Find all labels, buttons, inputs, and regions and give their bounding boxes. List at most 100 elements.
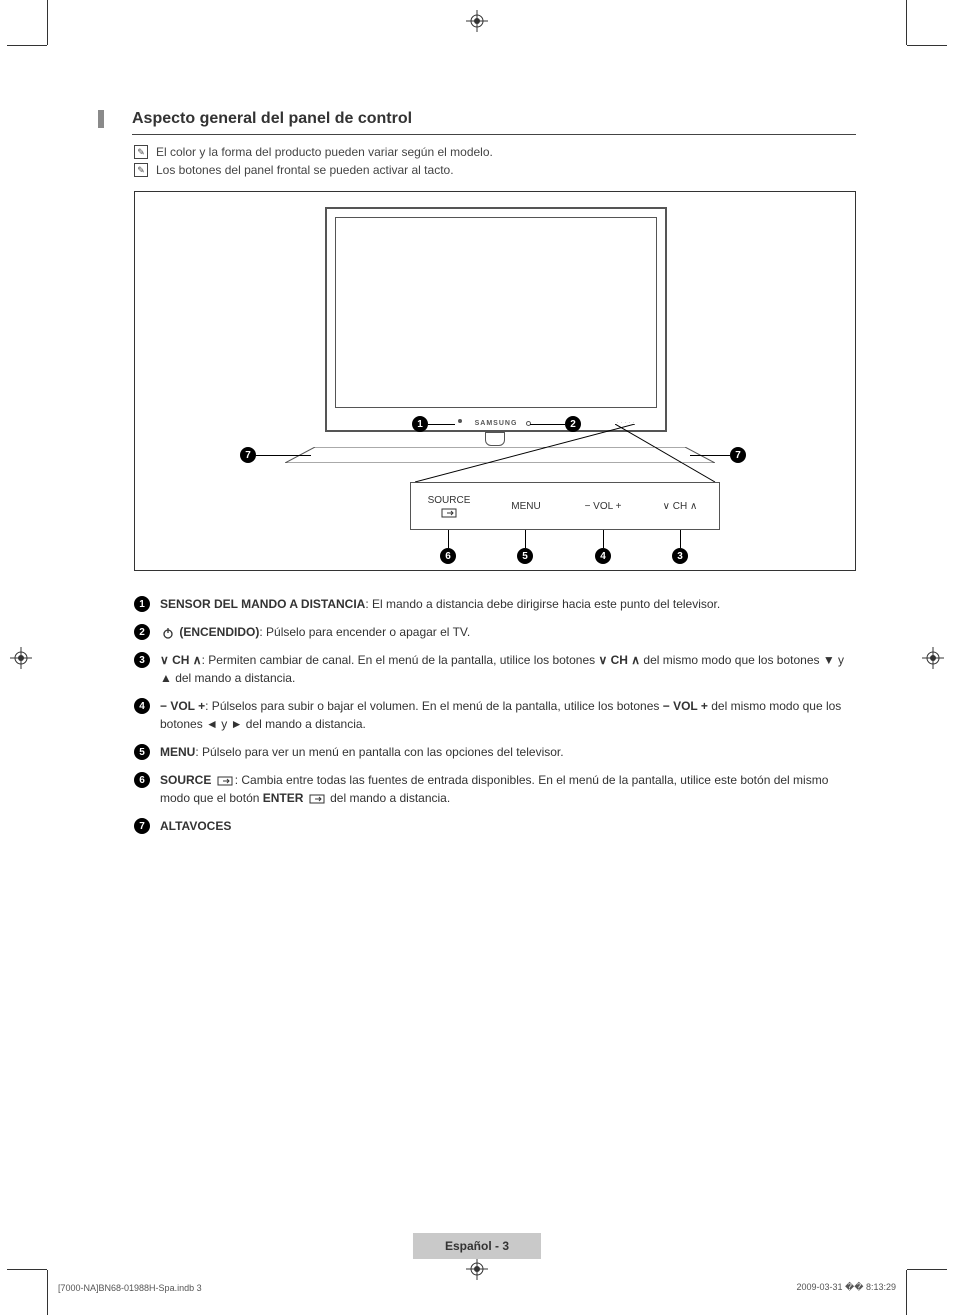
crop-mark — [906, 0, 907, 45]
list-text: SENSOR DEL MANDO A DISTANCIA: El mando a… — [160, 595, 856, 613]
list-item: 5 MENU: Púlselo para ver un menú en pant… — [134, 743, 856, 761]
registration-mark-icon — [10, 647, 32, 669]
vol-minus-icon: − — [160, 699, 170, 713]
crop-mark — [7, 1269, 47, 1270]
ch-label: CH — [611, 653, 628, 667]
ch-down-icon: ∨ — [160, 653, 172, 667]
list-text: SOURCE : Cambia entre todas las fuentes … — [160, 771, 856, 807]
list-badge: 3 — [134, 652, 150, 668]
vol-label: VOL — [170, 699, 194, 713]
crop-mark — [47, 1270, 48, 1315]
section-heading-row: Aspecto general del panel de control — [98, 110, 856, 128]
note-item: ✎ El color y la forma del producto puede… — [134, 145, 856, 159]
vol-plus-icon: + — [698, 699, 708, 713]
registration-mark-icon — [466, 1258, 488, 1280]
list-rest2: del mando a distancia. — [327, 791, 450, 805]
note-item: ✎ Los botones del panel frontal se puede… — [134, 163, 856, 177]
note-icon: ✎ — [134, 163, 148, 177]
crop-mark — [907, 45, 947, 46]
power-icon — [162, 627, 174, 639]
list-text: ∨ CH ∧: Permiten cambiar de canal. En el… — [160, 651, 856, 687]
page-footer-right: 2009-03-31 �� 8:13:29 — [796, 1282, 896, 1293]
tv-frame: SAMSUNG · · · · · — [325, 207, 667, 432]
list-item: 2 (ENCENDIDO): Púlselo para encender o a… — [134, 623, 856, 641]
enter-icon — [217, 776, 233, 786]
list-bold: (ENCENDIDO) — [179, 625, 259, 639]
list-badge: 5 — [134, 744, 150, 760]
list-bold: ALTAVOCES — [160, 819, 231, 833]
callout-badge-3: 3 — [672, 548, 688, 564]
divider — [132, 134, 856, 135]
list-item: 4 − VOL +: Púlselos para subir o bajar e… — [134, 697, 856, 733]
list-text: ALTAVOCES — [160, 817, 856, 835]
list-badge: 7 — [134, 818, 150, 834]
page-content: Aspecto general del panel de control ✎ E… — [98, 110, 856, 845]
leader-line — [448, 530, 449, 548]
enter-label: ENTER — [263, 791, 304, 805]
remote-sensor-dot — [458, 419, 462, 423]
vol-button-label: − VOL + — [565, 483, 642, 529]
callout-badge-6: 6 — [440, 548, 456, 564]
vol-label: VOL — [673, 699, 697, 713]
bottom-button-panel: SOURCE MENU − VOL + ∨ CH ∧ — [410, 482, 720, 530]
enter-icon — [441, 508, 457, 518]
btn-text: ∨ CH ∧ — [663, 501, 698, 512]
list-bold: SOURCE — [160, 773, 211, 787]
source-button-label: SOURCE — [411, 483, 488, 529]
ch-up-icon: ∧ — [628, 653, 640, 667]
callout-badge-7: 7 — [240, 447, 256, 463]
leader-line — [680, 530, 681, 548]
vol-plus-icon: + — [195, 699, 205, 713]
callout-badge-4: 4 — [595, 548, 611, 564]
note-icon: ✎ — [134, 145, 148, 159]
btn-text: MENU — [511, 501, 540, 512]
note-text: El color y la forma del producto pueden … — [156, 145, 493, 159]
list-rest: : El mando a distancia debe dirigirse ha… — [365, 597, 720, 611]
crop-mark — [907, 1269, 947, 1270]
tv-screen — [335, 217, 657, 408]
list-item: 1 SENSOR DEL MANDO A DISTANCIA: El mando… — [134, 595, 856, 613]
ch-up-icon: ∧ — [189, 653, 201, 667]
list-bold: SENSOR DEL MANDO A DISTANCIA — [160, 597, 365, 611]
btn-text: − VOL + — [585, 501, 622, 512]
list-item: 7 ALTAVOCES — [134, 817, 856, 835]
list-item: 6 SOURCE : Cambia entre todas las fuente… — [134, 771, 856, 807]
list-text: − VOL +: Púlselos para subir o bajar el … — [160, 697, 856, 733]
enter-icon — [309, 794, 325, 804]
list-rest: : Permiten cambiar de canal. En el menú … — [202, 653, 599, 667]
list-text: MENU: Púlselo para ver un menú en pantal… — [160, 743, 856, 761]
list-item: 3 ∨ CH ∧: Permiten cambiar de canal. En … — [134, 651, 856, 687]
list-badge: 4 — [134, 698, 150, 714]
list-bold: MENU — [160, 745, 195, 759]
ch-button-label: ∨ CH ∧ — [642, 483, 719, 529]
vol-minus-icon: − — [663, 699, 673, 713]
list-rest: : Púlselos para subir o bajar el volumen… — [205, 699, 663, 713]
menu-button-label: MENU — [488, 483, 565, 529]
list-rest: : Cambia entre todas las fuentes de entr… — [160, 773, 828, 805]
note-text: Los botones del panel frontal se pueden … — [156, 163, 454, 177]
crop-mark — [7, 45, 47, 46]
section-heading: Aspecto general del panel de control — [132, 110, 412, 128]
ch-label: CH — [172, 653, 189, 667]
list-rest: : Púlselo para ver un menú en pantalla c… — [195, 745, 563, 759]
ch-down-icon: ∨ — [598, 653, 610, 667]
list-badge: 1 — [134, 596, 150, 612]
list-rest: : Púlselo para encender o apagar el TV. — [259, 625, 470, 639]
leader-line — [256, 455, 311, 456]
btn-text: SOURCE — [428, 495, 471, 506]
leader-line — [415, 424, 635, 482]
crop-mark — [906, 1270, 907, 1315]
registration-mark-icon — [922, 647, 944, 669]
page-footer-tag: Español - 3 — [413, 1233, 541, 1259]
leader-line — [525, 530, 526, 548]
page-footer-left: [7000-NA]BN68-01988H-Spa.indb 3 — [58, 1283, 202, 1293]
callout-descriptions: 1 SENSOR DEL MANDO A DISTANCIA: El mando… — [134, 595, 856, 835]
list-text: (ENCENDIDO): Púlselo para encender o apa… — [160, 623, 856, 641]
list-badge: 2 — [134, 624, 150, 640]
callout-badge-5: 5 — [517, 548, 533, 564]
notes-block: ✎ El color y la forma del producto puede… — [134, 145, 856, 177]
leader-line — [603, 530, 604, 548]
list-badge: 6 — [134, 772, 150, 788]
crop-mark — [47, 0, 48, 45]
registration-mark-icon — [466, 10, 488, 32]
